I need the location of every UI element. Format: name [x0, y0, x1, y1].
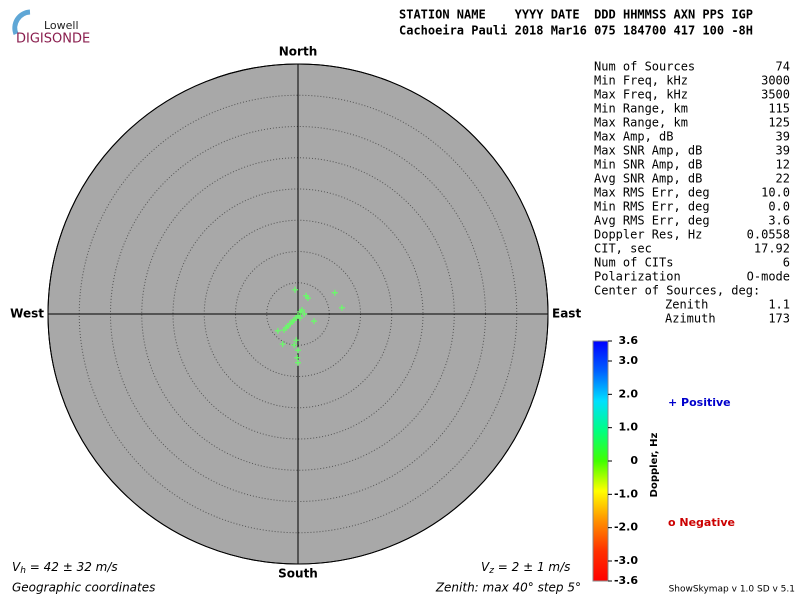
stat-label: CIT, sec: [594, 242, 652, 256]
coords-note: Geographic coordinates: [12, 581, 155, 595]
stat-value: 3000: [761, 74, 790, 88]
source-point: [304, 295, 311, 302]
colorbar-tick-label: 3.6: [619, 334, 639, 347]
stat-label: Max RMS Err, deg: [594, 186, 710, 200]
colorbar-tick-label: -3.6: [614, 574, 638, 587]
source-point: [294, 354, 301, 361]
center-label: Azimuth: [665, 312, 716, 326]
center-value: 1.1: [768, 298, 790, 312]
direction-label: East: [552, 307, 581, 321]
stat-value: 12: [776, 158, 790, 172]
stat-value: 3500: [761, 88, 790, 102]
stat-value: 0.0558: [747, 228, 790, 242]
stat-label: Max Freq, kHz: [594, 88, 688, 102]
stat-value: 3.6: [768, 214, 790, 228]
source-point: [292, 286, 299, 293]
velocity-subscript: z: [488, 566, 494, 576]
colorbar-label: Doppler, Hz: [649, 433, 660, 498]
stat-value: 115: [768, 102, 790, 116]
colorbar-tick-label: -2.0: [614, 521, 638, 534]
velocity-symbol: V: [481, 560, 490, 574]
source-point: [301, 311, 308, 317]
direction-label: South: [278, 567, 318, 581]
colorbar-tick-label: 3.0: [619, 354, 639, 367]
stat-label: Doppler Res, Hz: [594, 228, 702, 242]
colorbar-tick-label: 2.0: [619, 387, 639, 400]
velocity-value: = 2 ± 1 m/s: [494, 560, 570, 574]
logo-arc: [12, 9, 31, 35]
stat-value: 0.0: [768, 200, 790, 214]
colorbar-tick-label: 0: [630, 454, 638, 467]
source-point: [298, 307, 305, 314]
header-columns: STATION NAME YYYY DATE DDD HHMMSS AXN PP…: [399, 8, 753, 22]
legend-entry: o Negative: [668, 516, 735, 529]
source-point: [274, 327, 281, 334]
stat-label: Max SNR Amp, dB: [594, 144, 702, 158]
center-value: 173: [768, 312, 790, 326]
source-point: [338, 304, 345, 311]
colorbar-tick-label: 1.0: [619, 421, 639, 434]
stat-value: 74: [776, 60, 790, 74]
stat-value: 17.92: [754, 242, 790, 256]
stat-value: 6: [783, 256, 790, 270]
velocity-subscript: h: [20, 566, 26, 576]
velocity: Vh = 42 ± 32 m/s: [12, 560, 118, 576]
logo-bottom: DIGISONDE: [16, 32, 90, 47]
stat-label: Max Range, km: [594, 116, 688, 130]
logo-top: Lowell: [44, 19, 79, 32]
source-point: [291, 342, 298, 349]
stat-label: Min Freq, kHz: [594, 74, 688, 88]
colorbar-tick-label: -3.0: [614, 554, 638, 567]
source-point: [331, 289, 338, 296]
stat-label: Num of CITs: [594, 256, 673, 270]
stat-value: 39: [776, 144, 790, 158]
stat-label: Max Amp, dB: [594, 130, 673, 144]
stat-label: Min Range, km: [594, 102, 688, 116]
stat-label: Min SNR Amp, dB: [594, 158, 702, 172]
legend-entry: + Positive: [668, 396, 731, 409]
stat-value: 39: [776, 130, 790, 144]
source-point: [310, 318, 317, 325]
source-point: [295, 347, 301, 354]
stat-label: Center of Sources, deg:: [594, 284, 760, 298]
stat-value: O-mode: [747, 270, 790, 284]
stat-value: 10.0: [761, 186, 790, 200]
stat-value: 22: [776, 172, 790, 186]
stat-label: Num of Sources: [594, 60, 695, 74]
colorbar: [592, 340, 609, 582]
velocity-value: = 42 ± 32 m/s: [26, 560, 118, 574]
source-point: [296, 314, 303, 321]
stat-value: 125: [768, 116, 790, 130]
velocity: Vz = 2 ± 1 m/s: [481, 560, 570, 576]
stat-label: Min RMS Err, deg: [594, 200, 710, 214]
zenith-note: Zenith: max 40° step 5°: [435, 581, 581, 595]
direction-label: West: [10, 307, 44, 321]
source-point: [279, 341, 286, 348]
center-label: Zenith: [665, 298, 708, 312]
stat-label: Polarization: [594, 270, 681, 284]
source-point: [281, 327, 288, 334]
stat-label: Avg SNR Amp, dB: [594, 172, 702, 186]
source-point: [295, 359, 301, 366]
velocity-symbol: V: [12, 560, 21, 574]
header-values: Cachoeira Pauli 2018 Mar16 075 184700 41…: [399, 24, 753, 38]
version-note: ShowSkymap v 1.0 SD v 5.1: [669, 585, 795, 595]
direction-label: North: [279, 45, 317, 59]
colorbar-tick-label: -1.0: [614, 487, 638, 500]
source-point: [293, 337, 300, 344]
stat-label: Avg RMS Err, deg: [594, 214, 710, 228]
